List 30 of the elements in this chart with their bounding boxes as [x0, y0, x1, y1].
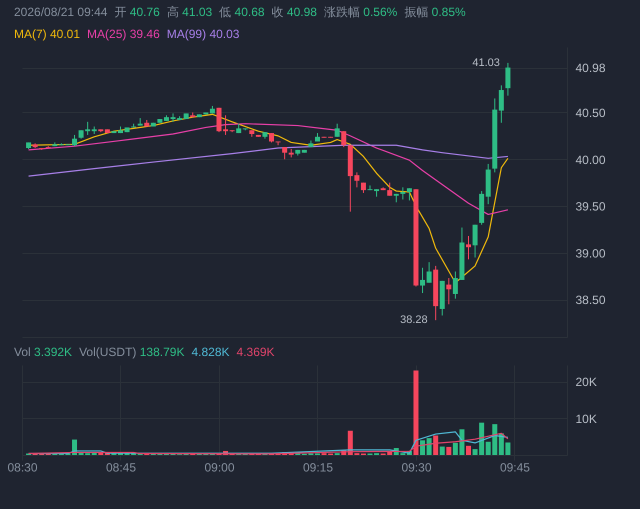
annotation: 41.03	[472, 56, 500, 69]
text: MA(99) 40.03	[166, 27, 240, 41]
chart-title: 2026/08/21 09:44	[14, 5, 108, 19]
x-tick-label: 09:30	[401, 460, 432, 474]
y-tick-label: 40.98	[576, 61, 606, 76]
x-tick-label: 09:00	[204, 460, 235, 474]
text: 低 40.68	[219, 5, 265, 19]
text: Vol(USDT) 138.79K	[79, 345, 184, 359]
text: 收 40.98	[272, 5, 317, 19]
annotation: 38.28	[400, 314, 428, 326]
y-tick-label: 40.50	[576, 106, 606, 120]
x-tick-label: 08:45	[106, 460, 136, 474]
text: Vol 3.392K	[14, 345, 72, 359]
y-tick-label: 38.50	[576, 293, 606, 308]
y-tick-label: 39.50	[576, 200, 606, 214]
text: 振幅 0.85%	[404, 5, 466, 19]
y-tick-label: 40.00	[576, 152, 606, 167]
y-tick-label: 10K	[576, 412, 597, 426]
text: 开 40.76	[114, 5, 160, 19]
x-tick-label: 09:45	[500, 460, 530, 474]
x-tick-label: 09:15	[302, 460, 334, 474]
y-tick-label: 20K	[576, 375, 597, 390]
text: MA(25) 39.46	[87, 27, 160, 41]
text: 涨跌幅 0.56%	[324, 5, 398, 19]
y-tick-label: 39.00	[576, 246, 606, 260]
text: 4.369K	[236, 345, 275, 359]
text: MA(7) 40.01	[14, 27, 80, 41]
x-tick-label: 08:30	[7, 460, 38, 474]
text: 4.828K	[191, 345, 230, 359]
text: 高 41.03	[166, 5, 212, 19]
